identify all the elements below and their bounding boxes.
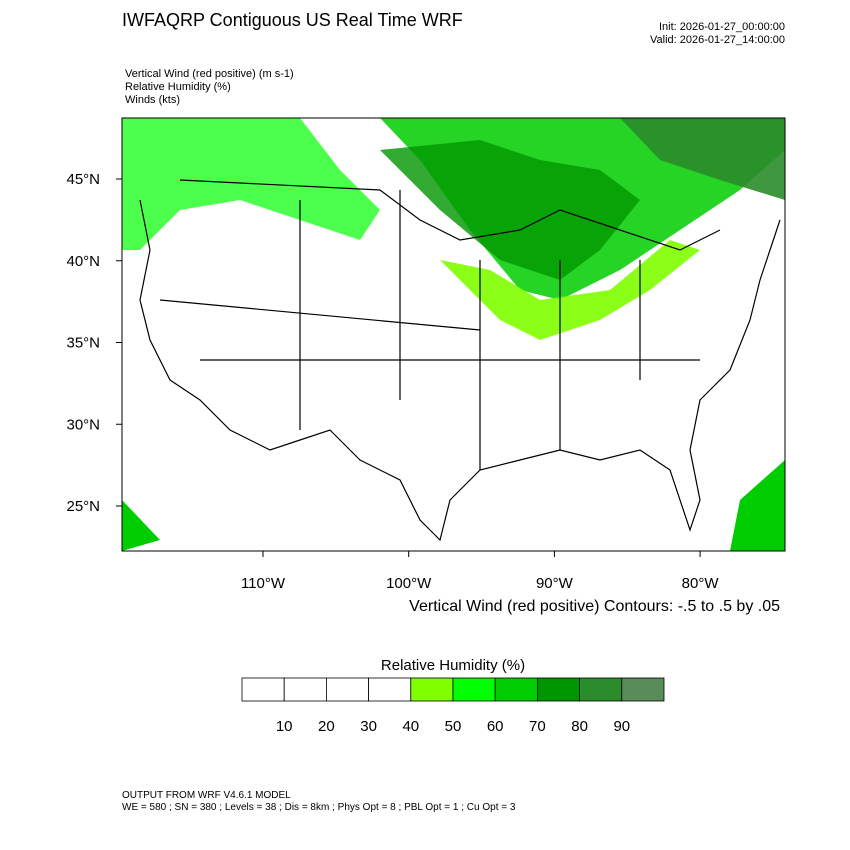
lon-label: 100°W — [386, 575, 432, 592]
valid-time: Valid: 2026-01-27_14:00:00 — [650, 34, 785, 46]
colorbar-label: 50 — [445, 718, 462, 735]
footer-line: OUTPUT FROM WRF V4.6.1 MODEL — [122, 790, 291, 801]
field-label: Vertical Wind (red positive) (m s-1) — [125, 68, 294, 80]
lon-label: 90°W — [536, 575, 574, 592]
colorbar-box — [368, 677, 412, 702]
colorbar-box — [537, 677, 581, 702]
lat-label: 25°N — [66, 498, 100, 515]
colorbar-label: 70 — [529, 718, 546, 735]
lat-label: 35°N — [66, 335, 100, 352]
colorbar-box — [241, 677, 285, 702]
field-label: Winds (kts) — [125, 94, 180, 106]
colorbar-box — [621, 677, 665, 702]
init-time: Init: 2026-01-27_00:00:00 — [659, 21, 785, 33]
boundaries — [139, 179, 781, 542]
colorbar-box — [452, 677, 496, 702]
footer-line: WE = 580 ; SN = 380 ; Levels = 38 ; Dis … — [122, 802, 516, 813]
lat-label: 40°N — [66, 253, 100, 270]
colorbar-label: 90 — [613, 718, 630, 735]
colorbar-box — [410, 677, 454, 702]
map — [121, 117, 786, 552]
lon-label: 80°W — [682, 575, 720, 592]
title: IWFAQRP Contiguous US Real Time WRF — [122, 10, 463, 30]
colorbar-box — [494, 677, 538, 702]
colorbar-label: 20 — [318, 718, 335, 735]
lon-label: 110°W — [241, 575, 286, 592]
lat-label: 30°N — [66, 416, 100, 433]
colorbar-label: 80 — [571, 718, 588, 735]
colorbar-label: 30 — [360, 718, 377, 735]
contour-note: Vertical Wind (red positive) Contours: -… — [409, 598, 780, 615]
lat-label: 45°N — [66, 171, 100, 188]
colorbar-label: 40 — [402, 718, 419, 735]
map-frame — [121, 117, 786, 552]
colorbar-box — [283, 677, 327, 702]
field-label: Relative Humidity (%) — [125, 81, 231, 93]
colorbar-box — [579, 677, 623, 702]
colorbar-title: Relative Humidity (%) — [381, 657, 525, 674]
colorbar-label: 60 — [487, 718, 504, 735]
colorbar-box — [325, 677, 369, 702]
colorbar-label: 10 — [276, 718, 293, 735]
